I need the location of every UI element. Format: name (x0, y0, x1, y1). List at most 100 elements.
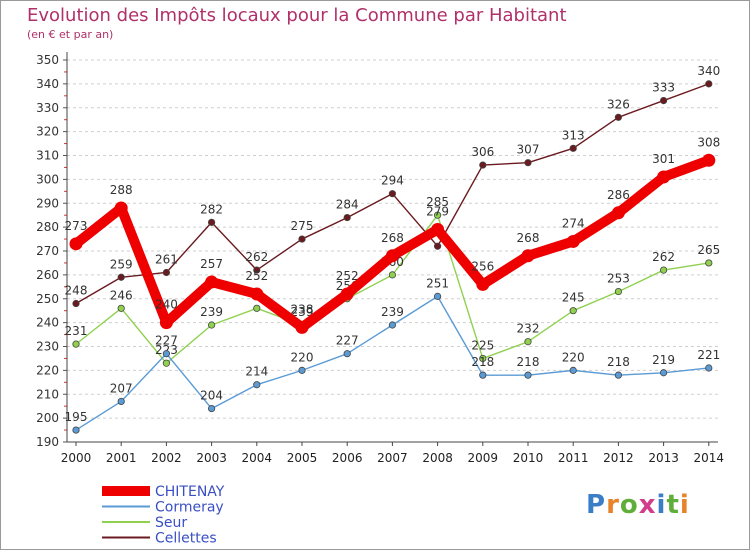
data-point-cellettes (659, 96, 668, 105)
data-label-cormeray: 220 (291, 350, 314, 364)
data-label-chitenay: 256 (471, 259, 494, 273)
y-tick-label: 260 (36, 268, 59, 282)
data-point-chitenay (521, 249, 535, 263)
y-tick-label: 230 (36, 340, 59, 354)
data-point-seur (569, 307, 577, 315)
y-tick-label: 300 (36, 172, 59, 186)
data-label-cellettes: 313 (562, 128, 585, 142)
y-tick-label: 330 (36, 101, 59, 115)
data-label-cellettes: 326 (607, 97, 630, 111)
data-label-cellettes: 284 (336, 198, 359, 212)
data-point-cormeray (298, 366, 306, 374)
x-tick-label: 2008 (422, 451, 453, 465)
data-label-chitenay: 273 (65, 219, 88, 233)
y-tick-label: 290 (36, 196, 59, 210)
data-point-chitenay (431, 223, 445, 237)
data-label-cormeray: 251 (426, 276, 449, 290)
data-point-seur (524, 338, 532, 346)
data-label-chitenay: 274 (562, 216, 585, 230)
data-label-seur: 231 (65, 324, 88, 338)
data-point-chitenay (611, 206, 625, 220)
y-tick-label: 210 (36, 387, 59, 401)
data-point-chitenay (702, 153, 716, 167)
data-point-chitenay (340, 287, 354, 301)
data-point-cormeray (72, 426, 80, 434)
data-point-cellettes (479, 161, 487, 169)
data-point-cormeray (253, 381, 261, 389)
x-tick-label: 2002 (151, 451, 182, 465)
legend-label-cormeray: Cormeray (155, 500, 224, 516)
data-point-cellettes (298, 235, 306, 243)
data-label-cormeray: 227 (336, 334, 359, 348)
data-label-cormeray: 204 (200, 389, 223, 403)
data-point-cormeray (705, 364, 713, 372)
data-point-seur (479, 354, 487, 363)
data-label-cormeray: 227 (155, 334, 178, 348)
data-point-cormeray (569, 366, 577, 374)
logo-letter: t (666, 490, 680, 520)
x-tick-label: 2011 (558, 451, 589, 465)
data-point-cormeray (388, 321, 396, 329)
data-point-cellettes (614, 113, 623, 121)
x-tick-label: 2012 (603, 451, 634, 465)
data-label-chitenay: 238 (291, 302, 314, 316)
data-label-seur: 239 (291, 305, 314, 319)
data-label-seur: 239 (200, 305, 223, 319)
data-point-cormeray (479, 371, 487, 379)
data-point-cormeray (614, 371, 623, 379)
data-label-chitenay: 286 (607, 188, 630, 202)
data-label-chitenay: 268 (517, 231, 540, 245)
legend-label-cellettes: Cellettes (155, 531, 217, 547)
data-point-seur (162, 359, 170, 367)
data-label-cellettes: 340 (697, 64, 720, 78)
data-point-seur (253, 304, 261, 312)
data-label-cormeray: 221 (697, 348, 720, 362)
data-label-cellettes: 248 (65, 284, 88, 298)
y-tick-label: 190 (36, 435, 59, 449)
x-tick-label: 2013 (648, 451, 679, 465)
y-tick-label: 280 (36, 220, 59, 234)
y-tick-label: 340 (36, 77, 59, 91)
data-point-seur (117, 304, 125, 312)
data-point-cormeray (162, 350, 170, 358)
x-tick-label: 2001 (106, 451, 137, 465)
data-label-cormeray: 218 (471, 355, 494, 369)
data-label-chitenay: 288 (110, 183, 133, 197)
data-label-cormeray: 239 (381, 305, 404, 319)
data-label-chitenay: 252 (336, 269, 359, 283)
data-label-cormeray: 219 (652, 353, 675, 367)
data-point-seur (614, 287, 623, 296)
data-label-seur: 253 (607, 272, 630, 286)
data-label-cellettes: 306 (471, 145, 494, 159)
data-label-cormeray: 207 (110, 381, 133, 395)
data-label-cellettes: 275 (291, 219, 314, 233)
legend-label-seur: Seur (155, 515, 187, 531)
data-label-seur: 246 (110, 288, 133, 302)
data-point-chitenay (385, 249, 399, 263)
data-point-seur (659, 266, 668, 274)
y-tick-label: 200 (36, 411, 59, 425)
data-point-cellettes (705, 80, 713, 88)
y-tick-label: 350 (36, 53, 59, 67)
data-point-cellettes (388, 190, 396, 198)
y-tick-label: 240 (36, 316, 59, 330)
chart-subtitle: (en € et par an) (27, 28, 114, 41)
data-point-cormeray (117, 397, 125, 406)
data-point-cellettes (253, 266, 261, 274)
data-point-chitenay (657, 170, 671, 184)
data-label-seur: 225 (471, 338, 494, 352)
y-tick-label: 270 (36, 244, 59, 258)
legend-label-chitenay: CHITENAY (155, 484, 225, 500)
data-point-cellettes (433, 242, 442, 250)
data-label-cormeray: 214 (245, 365, 268, 379)
data-label-chitenay: 308 (697, 135, 720, 149)
data-label-seur: 285 (426, 195, 449, 209)
data-label-cormeray: 218 (607, 355, 630, 369)
data-point-cormeray (208, 404, 216, 413)
data-point-cormeray (524, 371, 532, 379)
data-label-seur: 232 (517, 322, 540, 336)
data-point-cellettes (208, 218, 216, 226)
data-point-chitenay (566, 234, 580, 248)
x-tick-label: 2005 (287, 451, 318, 465)
data-label-cellettes: 282 (200, 202, 223, 216)
